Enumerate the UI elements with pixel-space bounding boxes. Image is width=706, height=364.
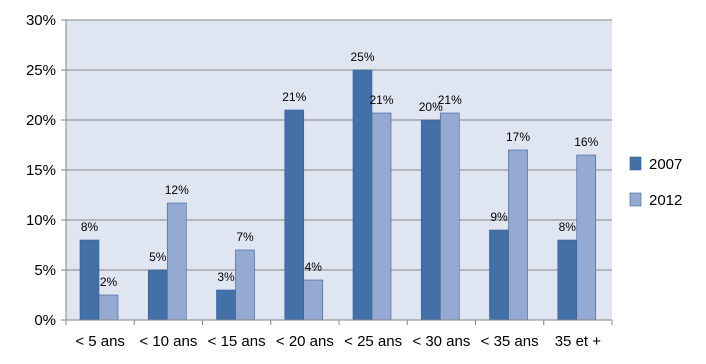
data-label-2007-5: 20% bbox=[419, 100, 443, 114]
data-label-2012-7: 16% bbox=[574, 135, 598, 149]
data-label-2007-1: 5% bbox=[149, 250, 167, 264]
bar-2012-4 bbox=[371, 112, 392, 321]
legend-label-2007: 2007 bbox=[649, 156, 682, 173]
bar-2012-1 bbox=[166, 202, 187, 321]
bar-2007-1 bbox=[147, 269, 168, 321]
x-category-label: < 35 ans bbox=[481, 333, 539, 350]
bar-2012-5 bbox=[439, 112, 460, 321]
data-label-2007-6: 9% bbox=[490, 210, 508, 224]
bar-2007-5 bbox=[420, 119, 441, 321]
data-label-2012-0: 2% bbox=[100, 275, 118, 289]
x-category-labels: < 5 ans < 10 ans < 15 ans < 20 ans < 25 ans <… bbox=[75, 333, 601, 350]
data-label-2012-2: 7% bbox=[236, 230, 254, 244]
data-label-2012-3: 4% bbox=[305, 260, 323, 274]
x-category-label: < 20 ans bbox=[276, 333, 334, 350]
bar-2012-0 bbox=[98, 294, 119, 321]
data-label-2007-4: 25% bbox=[350, 50, 374, 64]
bar-2007-7 bbox=[557, 239, 578, 321]
y-tick-label: 0% bbox=[34, 312, 56, 329]
x-category-label: < 5 ans bbox=[75, 333, 125, 350]
data-label-2012-5: 21% bbox=[438, 93, 462, 107]
bar-2007-6 bbox=[489, 229, 509, 321]
bar-2007-2 bbox=[216, 289, 236, 321]
y-tick-label: 30% bbox=[26, 12, 56, 29]
data-label-2012-4: 21% bbox=[369, 93, 393, 107]
data-label-2007-3: 21% bbox=[282, 90, 306, 104]
data-labels: 8% 5% 3% 21% 25% 20% 9% 8% 2% 12% 7% 4% 21% 21% 17% 16% bbox=[81, 50, 599, 289]
legend-swatch-2007 bbox=[629, 156, 642, 171]
bar-2012-2 bbox=[235, 249, 255, 321]
legend: 2007 2012 bbox=[629, 156, 682, 209]
data-label-2012-6: 17% bbox=[506, 130, 530, 144]
legend-label-2012: 2012 bbox=[649, 192, 682, 209]
x-category-label: 35 et + bbox=[555, 333, 602, 350]
bar-2012-7 bbox=[576, 154, 597, 321]
x-category-label: < 25 ans bbox=[344, 333, 402, 350]
y-tick-labels: 0% 5% 10% 15% 20% 25% 30% bbox=[26, 12, 56, 329]
axes bbox=[61, 19, 613, 325]
y-tick-label: 10% bbox=[26, 212, 56, 229]
data-label-2007-2: 3% bbox=[217, 270, 235, 284]
x-category-label: < 10 ans bbox=[139, 333, 197, 350]
data-label-2012-1: 12% bbox=[165, 183, 189, 197]
y-tick-label: 25% bbox=[26, 62, 56, 79]
data-label-2007-0: 8% bbox=[81, 220, 99, 234]
bar-2012-6 bbox=[508, 149, 528, 321]
y-tick-label: 5% bbox=[34, 262, 56, 279]
y-tick-label: 20% bbox=[26, 112, 56, 129]
data-label-2007-7: 8% bbox=[559, 220, 577, 234]
bars bbox=[79, 69, 597, 321]
bar-2012-3 bbox=[303, 279, 324, 321]
x-category-label: < 30 ans bbox=[412, 333, 470, 350]
bar-2007-3 bbox=[284, 109, 305, 321]
legend-swatch-2012 bbox=[629, 192, 642, 207]
bar-2007-0 bbox=[79, 239, 100, 321]
x-category-label: < 15 ans bbox=[208, 333, 266, 350]
bar-2007-4 bbox=[352, 69, 373, 321]
y-tick-label: 15% bbox=[26, 162, 56, 179]
